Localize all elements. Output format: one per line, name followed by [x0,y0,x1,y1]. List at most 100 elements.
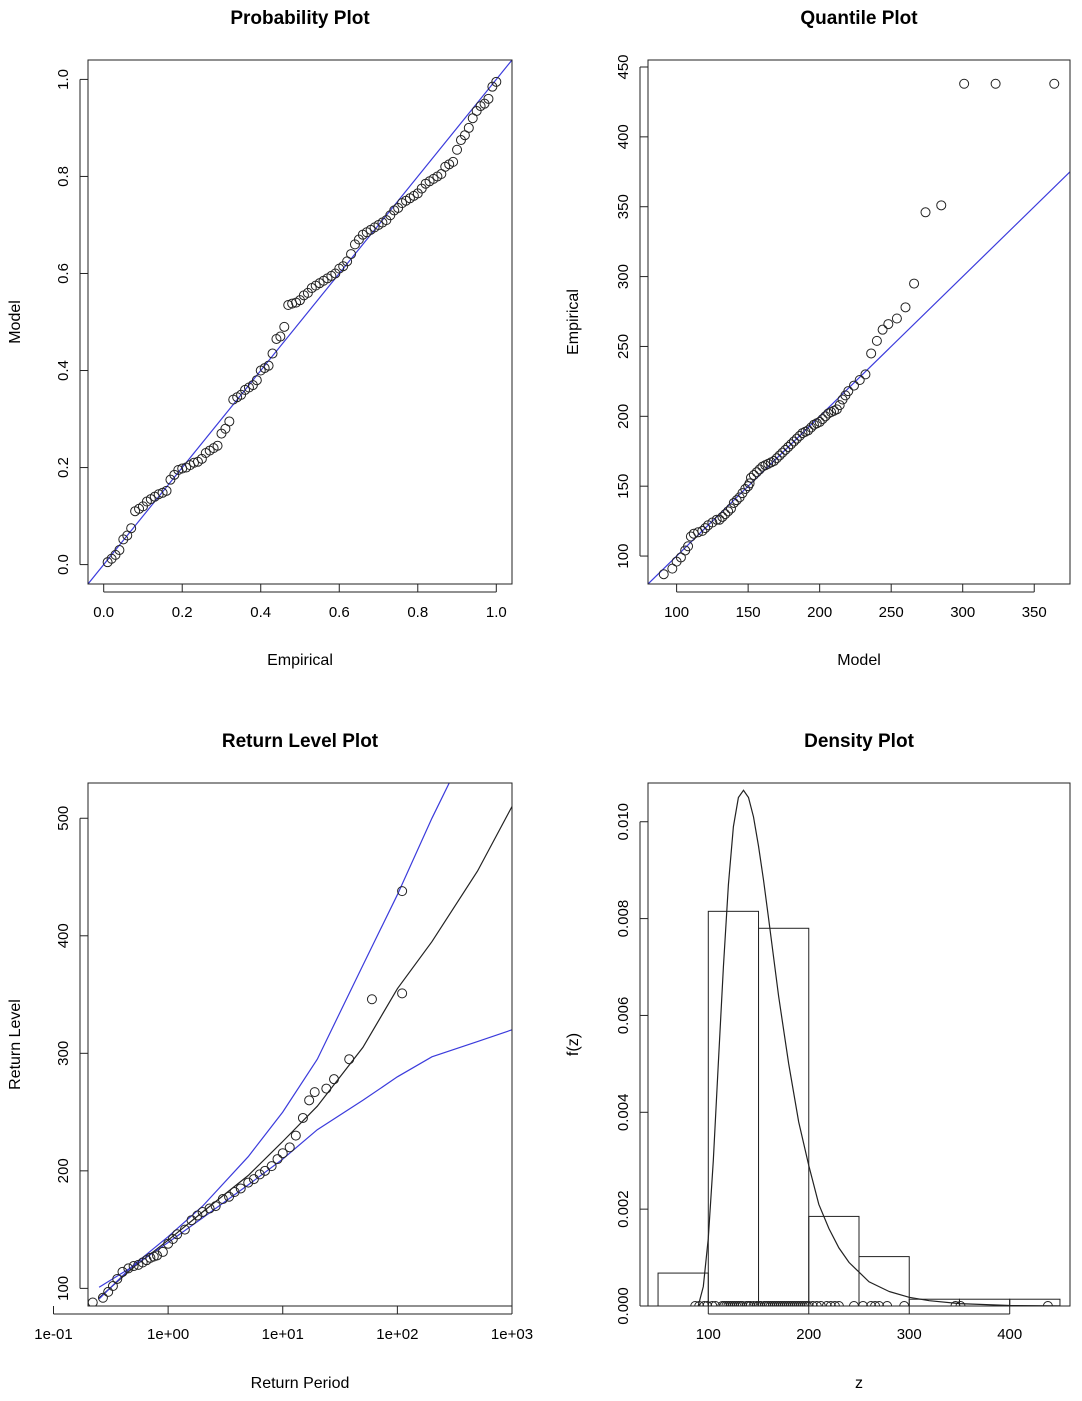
x-tick-label: 1.0 [486,604,507,621]
x-tick-label: 150 [736,604,761,621]
chart-title: Density Plot [804,731,914,752]
y-tick-label: 400 [615,124,632,149]
data-point [768,456,779,467]
data-point [848,380,859,391]
data-point [259,1165,270,1176]
data-point [126,523,137,534]
x-axis-label: z [855,1375,863,1392]
x-tick-label: 1e-01 [34,1326,72,1343]
data-point [290,1130,301,1141]
data-point [658,569,669,580]
data-point [959,78,970,89]
rug-point [737,1301,748,1306]
y-tick-label: 0.4 [55,360,72,381]
y-tick-label: 0.6 [55,263,72,284]
data-point [229,1186,240,1197]
plot-frame [87,782,513,1307]
data-point [397,988,408,999]
density-curve [697,789,1061,1306]
data-point [128,1261,139,1272]
data-point [97,1292,108,1303]
data-point [990,78,1001,89]
histogram-bar [758,927,810,1306]
y-tick-label: 0.004 [615,1094,632,1132]
y-tick-label: 0.2 [55,457,72,478]
x-tick-label: 0.4 [250,604,271,621]
x-tick-label: 100 [696,1326,721,1343]
data-point [179,1224,190,1235]
rug-point [707,1301,718,1306]
data-point [107,1281,118,1292]
data-point [483,93,494,104]
rug-point [807,1301,818,1306]
x-tick-label: 1e+00 [147,1326,189,1343]
data-point [877,324,888,335]
data-point [267,348,278,359]
data-point [263,360,274,371]
histogram-bar [858,1256,910,1306]
data-point [900,302,911,313]
data-point [731,495,742,506]
data-point [791,433,802,444]
histogram-bar [808,1215,860,1306]
data-point [224,416,235,427]
data-point [309,1087,320,1098]
data-point [828,405,839,416]
y-tick-label: 350 [615,194,632,219]
data-point [714,514,725,525]
data-point [683,541,694,552]
y-tick-label: 300 [55,1041,72,1066]
x-tick-label: 300 [897,1326,922,1343]
x-tick-label: 400 [997,1326,1022,1343]
data-point [720,509,731,520]
data-point [883,319,894,330]
data-point [725,503,736,514]
y-tick-label: 0.000 [615,1287,632,1325]
data-point [854,374,865,385]
panel-2: Quantile Plot Model Empirical 100 150 200 250 3… [565,8,1071,669]
data-point [284,1142,295,1153]
data-point [123,1263,134,1274]
x-tick-label: 0.0 [93,604,114,621]
rug-point [866,1301,877,1306]
data-point [777,447,788,458]
y-axis-label: Return Level [7,999,24,1090]
x-axis-label: Model [837,652,881,669]
rug-point [748,1301,759,1306]
rug-point [899,1301,910,1306]
data-point [204,1203,215,1214]
data-point [891,313,902,324]
x-tick-label: 1e+01 [262,1326,304,1343]
plot-area [88,60,512,584]
y-tick-label: 500 [55,806,72,831]
data-point [346,249,357,260]
x-tick-label: 300 [950,604,975,621]
data-point [826,407,837,418]
series-line-upper [98,783,450,1300]
data-point [834,400,845,411]
x-tick-label: 350 [1022,604,1047,621]
y-tick-label: 200 [55,1158,72,1183]
rug-point [694,1301,705,1306]
data-point [366,994,377,1005]
panel-3: Return Level Plot Return Period Return Lev… [7,731,533,1392]
data-point [344,1054,355,1065]
data-point [235,1183,246,1194]
chart-title: Probability Plot [230,8,370,29]
y-tick-label: 0.002 [615,1190,632,1228]
plot-area [88,783,512,1306]
x-tick-label: 0.6 [329,604,350,621]
data-point [279,321,290,332]
y-axis-label: Empirical [565,289,582,355]
data-point [786,439,797,450]
data-point [783,442,794,453]
data-point [751,467,762,478]
rug-point [815,1301,826,1306]
x-tick-label: 100 [664,604,689,621]
rug-point [955,1301,966,1306]
panel-1: Probability Plot Empirical Model 0.0 0.2 0.4 0… [7,8,513,669]
data-point [788,436,799,447]
x-tick-label: 0.2 [172,604,193,621]
x-tick-label: 200 [807,604,832,621]
